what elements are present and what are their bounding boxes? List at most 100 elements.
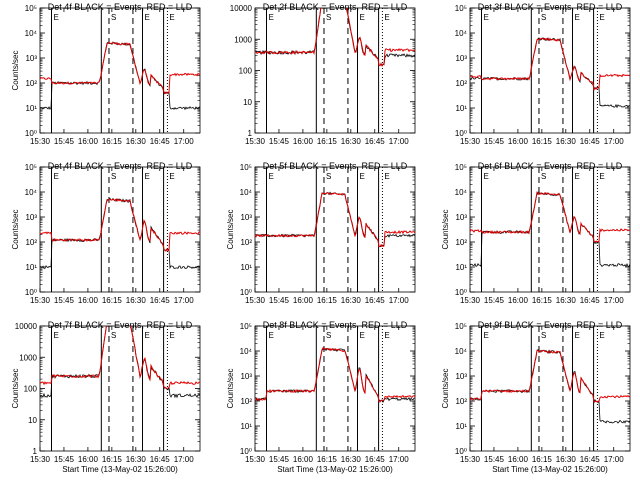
- x-tick-label: 16:45: [150, 137, 171, 146]
- events-series-line: [255, 347, 415, 403]
- y-tick-label: 10²: [455, 238, 467, 247]
- plot-frame: [39, 325, 201, 452]
- plot-area: [255, 8, 415, 67]
- y-axis-label: Counts/sec: [226, 368, 235, 408]
- time-marker-label: E: [575, 331, 580, 340]
- x-tick-label: 16:30: [341, 137, 362, 146]
- time-marker-label: S: [326, 172, 331, 181]
- time-marker-label: S: [111, 331, 116, 340]
- time-marker-label: E: [169, 331, 174, 340]
- time-marker-label: E: [268, 331, 273, 340]
- y-tick-label: 10³: [240, 372, 252, 381]
- time-marker-label: E: [145, 172, 150, 181]
- lld-series-line: [40, 198, 200, 252]
- y-tick-label: 100: [24, 385, 38, 394]
- time-marker-label: S: [541, 172, 546, 181]
- x-tick-label: 15:30: [245, 137, 266, 146]
- time-marker-label: E: [360, 172, 365, 181]
- time-marker-label: E: [384, 331, 389, 340]
- y-tick-label: 10⁰: [455, 129, 467, 138]
- y-tick-label: 10⁵: [455, 322, 467, 331]
- y-tick-label: 10²: [455, 79, 467, 88]
- x-tick-label: 15:45: [484, 137, 505, 146]
- lld-series-line: [40, 41, 200, 95]
- plot-area: [470, 191, 630, 268]
- time-marker-label: E: [145, 331, 150, 340]
- x-tick-label: 17:00: [174, 455, 195, 464]
- plot-area: [40, 326, 200, 399]
- x-axis-label: Start Time (13-May-02 15:26:00): [492, 465, 608, 474]
- y-tick-label: 10⁴: [240, 188, 253, 197]
- time-marker-label: S: [541, 13, 546, 22]
- x-tick-label: 16:30: [556, 137, 577, 146]
- chart-title: Det 6f BLACK = Events, RED = LLD: [478, 161, 623, 171]
- events-series-line: [40, 326, 200, 399]
- time-marker-label: E: [599, 13, 604, 22]
- y-tick-label: 10⁰: [240, 447, 252, 456]
- time-marker-label: E: [145, 13, 150, 22]
- x-tick-label: 16:30: [556, 296, 577, 305]
- x-tick-label: 17:00: [389, 137, 410, 146]
- events-series-line: [470, 349, 630, 424]
- y-tick-label: 10⁵: [240, 163, 252, 172]
- time-marker-label: S: [326, 331, 331, 340]
- lld-series-line: [470, 349, 630, 403]
- x-tick-label: 17:00: [604, 296, 625, 305]
- x-tick-label: 16:30: [341, 296, 362, 305]
- x-tick-label: 16:15: [317, 455, 338, 464]
- lld-series-line: [255, 8, 415, 67]
- x-tick-label: 16:30: [126, 455, 147, 464]
- y-tick-label: 10⁴: [455, 29, 468, 38]
- x-tick-label: 16:00: [508, 296, 529, 305]
- y-tick-label: 10000: [230, 4, 253, 13]
- plot-frame: [469, 325, 631, 452]
- x-tick-label: 15:45: [54, 455, 75, 464]
- time-marker-label: E: [169, 172, 174, 181]
- chart-title: Det 2f BLACK = Events, RED = LLD: [263, 2, 408, 12]
- x-tick-label: 16:45: [150, 455, 171, 464]
- y-axis-label: Counts/sec: [11, 368, 20, 408]
- plot-frame: [254, 7, 416, 134]
- x-tick-label: 15:30: [245, 455, 266, 464]
- x-tick-label: 16:15: [102, 296, 123, 305]
- x-tick-label: 15:30: [460, 455, 481, 464]
- y-tick-label: 10⁰: [240, 288, 252, 297]
- time-marker-label: E: [360, 13, 365, 22]
- chart-title: Det 9f BLACK = Events, RED = LLD: [478, 320, 623, 330]
- x-tick-label: 16:00: [293, 137, 314, 146]
- x-tick-label: 16:00: [293, 455, 314, 464]
- chart-title: Det 8f BLACK = Events, RED = LLD: [263, 320, 408, 330]
- plot-area: [470, 349, 630, 424]
- x-tick-label: 15:30: [245, 296, 266, 305]
- x-axis-label: Start Time (13-May-02 15:26:00): [277, 465, 393, 474]
- x-tick-label: 16:45: [365, 455, 386, 464]
- time-marker-label: E: [384, 13, 389, 22]
- events-series-line: [470, 191, 630, 268]
- y-tick-label: 10³: [455, 372, 467, 381]
- x-tick-label: 16:00: [78, 296, 99, 305]
- chart-panel: Det 4f BLACK = Events, RED = LLD 15:30 15:…: [11, 161, 201, 305]
- x-tick-label: 15:45: [269, 296, 290, 305]
- time-marker-label: E: [53, 13, 58, 22]
- y-tick-label: 10³: [25, 54, 37, 63]
- x-tick-label: 16:00: [508, 455, 529, 464]
- chart-panel: Det 6f BLACK = Events, RED = LLD 15:30 15:…: [441, 161, 631, 305]
- time-marker-label: E: [384, 172, 389, 181]
- y-tick-label: 1000: [234, 35, 252, 44]
- y-tick-label: 10¹: [455, 263, 467, 272]
- y-tick-label: 10¹: [25, 104, 37, 113]
- x-tick-label: 17:00: [174, 296, 195, 305]
- y-tick-label: 10²: [25, 79, 37, 88]
- chart-title: Det 7f BLACK = Events, RED = LLD: [48, 320, 193, 330]
- x-tick-label: 15:45: [54, 296, 75, 305]
- x-tick-label: 16:45: [580, 455, 601, 464]
- time-marker-label: E: [483, 331, 488, 340]
- y-tick-label: 10²: [455, 397, 467, 406]
- plot-frame: [254, 166, 416, 293]
- y-tick-label: 10¹: [455, 104, 467, 113]
- chart-panel: Det 9f BLACK = Events, RED = LLD 15:30 15:…: [441, 320, 631, 474]
- y-axis-label: Counts/sec: [11, 50, 20, 90]
- time-marker-label: E: [599, 331, 604, 340]
- chart-panel: Det 3f BLACK = Events, RED = LLD 15:30 15:…: [455, 2, 631, 146]
- y-tick-label: 10⁴: [455, 188, 468, 197]
